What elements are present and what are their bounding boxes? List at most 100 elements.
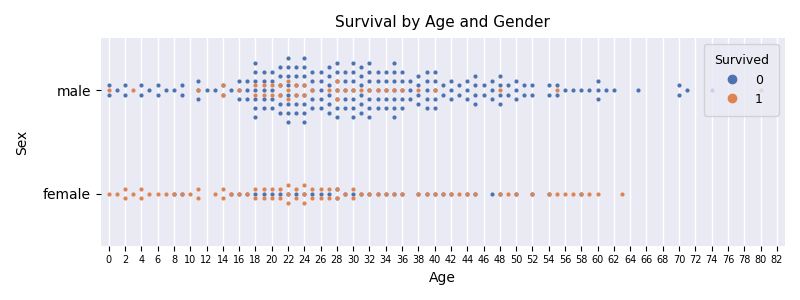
Point — [346, 196, 359, 201]
Point — [167, 191, 180, 196]
Point — [233, 97, 246, 101]
Point — [233, 88, 246, 92]
Point — [306, 196, 319, 201]
Point — [274, 196, 286, 201]
Point — [363, 60, 376, 65]
Point — [298, 56, 310, 61]
Point — [225, 191, 238, 196]
Point — [583, 191, 596, 196]
Point — [387, 191, 400, 196]
Point — [599, 88, 612, 92]
Point — [249, 60, 262, 65]
Point — [379, 88, 392, 92]
Point — [486, 88, 498, 92]
Point — [420, 69, 433, 74]
Point — [363, 88, 376, 92]
Point — [437, 191, 450, 196]
Point — [371, 191, 384, 196]
Point — [110, 88, 123, 92]
Point — [518, 83, 530, 88]
Point — [338, 106, 351, 111]
Point — [249, 187, 262, 192]
Point — [453, 191, 466, 196]
Point — [469, 74, 482, 79]
Point — [217, 83, 230, 88]
Point — [387, 69, 400, 74]
Point — [371, 106, 384, 111]
Point — [583, 88, 596, 92]
Point — [314, 88, 327, 92]
Point — [346, 187, 359, 192]
Point — [371, 69, 384, 74]
Point — [387, 88, 400, 92]
Point — [151, 83, 164, 88]
Point — [282, 119, 294, 124]
Point — [404, 79, 417, 83]
Point — [176, 191, 189, 196]
Point — [566, 88, 579, 92]
Point — [151, 92, 164, 97]
Point — [346, 97, 359, 101]
Point — [282, 79, 294, 83]
Point — [445, 191, 458, 196]
Point — [176, 92, 189, 97]
Point — [298, 83, 310, 88]
Point — [346, 79, 359, 83]
Point — [102, 92, 115, 97]
Point — [453, 83, 466, 88]
Point — [298, 200, 310, 205]
Point — [558, 191, 571, 196]
Point — [428, 97, 441, 101]
Point — [558, 88, 571, 92]
Point — [298, 191, 310, 196]
Point — [282, 56, 294, 61]
Point — [387, 97, 400, 101]
Point — [355, 191, 368, 196]
Point — [118, 83, 131, 88]
Point — [306, 88, 319, 92]
Point — [461, 191, 474, 196]
Point — [330, 88, 343, 92]
Point — [330, 69, 343, 74]
Point — [290, 83, 302, 88]
Point — [494, 88, 506, 92]
Point — [412, 74, 425, 79]
Point — [607, 88, 620, 92]
Point — [338, 191, 351, 196]
Point — [542, 191, 555, 196]
Point — [396, 191, 409, 196]
Point — [159, 191, 172, 196]
Point — [241, 191, 254, 196]
Point — [550, 92, 563, 97]
Point — [461, 88, 474, 92]
Point — [396, 191, 409, 196]
Point — [486, 79, 498, 83]
Point — [290, 187, 302, 192]
Point — [118, 92, 131, 97]
Point — [396, 69, 409, 74]
Point — [330, 97, 343, 101]
Point — [151, 191, 164, 196]
Point — [355, 88, 368, 92]
Point — [241, 191, 254, 196]
Point — [249, 106, 262, 111]
Point — [673, 83, 686, 88]
Point — [338, 97, 351, 101]
Point — [379, 97, 392, 101]
Point — [217, 187, 230, 192]
Point — [363, 191, 376, 196]
Point — [274, 191, 286, 196]
Point — [322, 191, 335, 196]
Point — [298, 65, 310, 70]
Point — [355, 74, 368, 79]
Point — [387, 79, 400, 83]
Point — [241, 97, 254, 101]
Point — [510, 79, 522, 83]
Point — [192, 79, 205, 83]
Point — [233, 191, 246, 196]
Point — [176, 191, 189, 196]
Point — [396, 97, 409, 101]
Point — [233, 191, 246, 196]
Point — [502, 83, 514, 88]
Point — [290, 65, 302, 70]
